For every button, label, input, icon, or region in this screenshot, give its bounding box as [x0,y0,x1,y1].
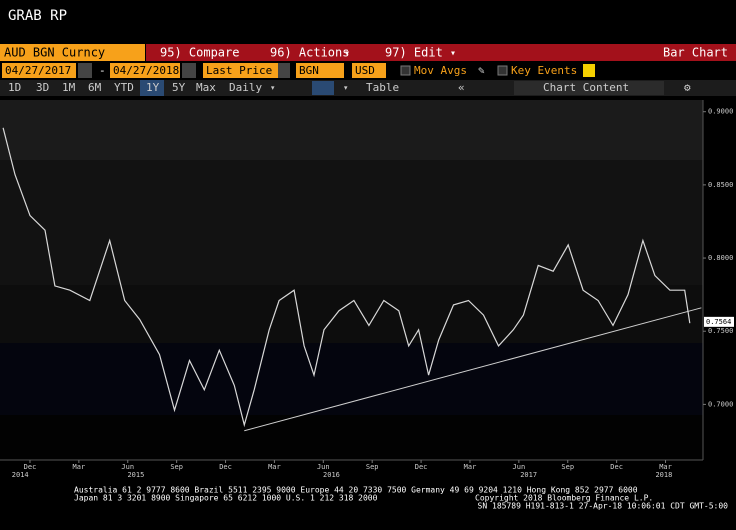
compare-button[interactable]: 95) Compare [160,46,239,60]
band [0,343,703,415]
dropdown-arrow: ▾ [343,84,348,94]
band [0,415,703,460]
band [0,100,703,160]
x-tick-label: Sep [561,463,574,471]
source-box[interactable] [296,63,344,78]
chart-content: Chart Content [543,81,629,94]
year-label: 2016 [323,471,340,479]
x-tick-label: Mar [464,463,477,471]
session-info: SN 185789 H191-813-1 27-Apr-18 10:06:01 … [478,502,729,511]
x-tick-label: Jun [513,463,526,471]
y-tick-label: 0.7500 [708,327,733,335]
period-button[interactable]: Max [196,81,216,94]
mov-avgs-checkbox[interactable] [400,65,411,76]
period-button[interactable]: 5Y [172,81,186,94]
field: Last Price [206,64,272,77]
period-button[interactable]: 1D [8,81,21,94]
dropdown-arrow: ▾ [270,84,275,94]
x-tick-label: Sep [366,463,379,471]
frequency[interactable]: Daily [229,81,262,94]
key-events-checkbox[interactable] [497,65,508,76]
bar-style-button[interactable] [312,81,334,95]
x-tick-label: Jun [317,463,330,471]
band [0,285,703,343]
source: BGN [299,64,319,77]
year-label: 2017 [520,471,537,479]
copyright: Copyright 2018 Bloomberg Finance L.P. [475,494,653,503]
window-title: GRAB RP [8,8,67,24]
calendar-button[interactable] [78,63,92,78]
y-tick-label: 0.9000 [708,108,733,116]
pen-icon[interactable]: ✎ [478,64,485,77]
dropdown-arrow: ▾ [450,48,456,59]
year-label: 2018 [655,471,672,479]
x-tick-label: Mar [659,463,672,471]
period-button[interactable]: 3D [36,81,49,94]
info-icon[interactable] [583,64,595,77]
field-dropdown[interactable] [278,63,290,78]
chart-content-box[interactable] [514,81,664,95]
x-tick-label: Jun [121,463,134,471]
y-tick-label: 0.8500 [708,181,733,189]
x-tick-label: Sep [170,463,183,471]
calendar-button[interactable] [182,63,196,78]
mov-avgs: Mov Avgs [414,64,467,77]
y-tick-label: 0.7000 [708,400,733,408]
last-price-label: 0.7564 [706,318,731,326]
footer-line: Japan 81 3 3201 8900 Singapore 65 6212 1… [74,494,378,503]
key-events: Key Events [511,64,577,77]
period-button[interactable]: 1Y [146,81,160,94]
price-line [2,127,691,428]
start-date: 04/27/2017 [5,64,71,77]
edit-button[interactable]: 97) Edit [385,46,443,60]
period-button[interactable]: 1M [62,81,76,94]
period-button[interactable]: YTD [114,81,134,94]
selected-period [140,80,164,96]
y-tick-label: 0.8000 [708,254,733,262]
x-tick-label: Mar [73,463,86,471]
last-price-box [704,316,734,327]
x-tick-label: Dec [219,463,232,471]
year-label: 2014 [12,471,29,479]
start-date-box[interactable] [2,63,76,78]
security: AUD BGN Curncy [4,46,105,60]
trendline [244,307,702,432]
collapse-button[interactable]: « [458,81,465,94]
date-dash: - [99,64,106,77]
end-date: 04/27/2018 [113,64,179,77]
x-tick-label: Dec [610,463,623,471]
table-button[interactable]: Table [366,81,399,94]
menu-bar [146,44,736,61]
field-box[interactable] [203,63,289,78]
view-label: Bar Chart [663,46,728,60]
settings-icon[interactable]: ⚙ [684,81,691,94]
x-tick-label: Mar [268,463,281,471]
currency-box[interactable] [352,63,386,78]
currency: USD [355,64,375,77]
x-tick-label: Dec [24,463,37,471]
dropdown-arrow: ▾ [344,48,350,59]
band [0,160,703,285]
year-label: 2015 [127,471,144,479]
actions-button[interactable]: 96) Actions [270,46,349,60]
footer-line: Australia 61 2 9777 8600 Brazil 5511 239… [74,486,638,495]
security-box[interactable] [0,44,145,61]
end-date-box[interactable] [110,63,180,78]
period-button[interactable]: 6M [88,81,102,94]
x-tick-label: Dec [415,463,428,471]
